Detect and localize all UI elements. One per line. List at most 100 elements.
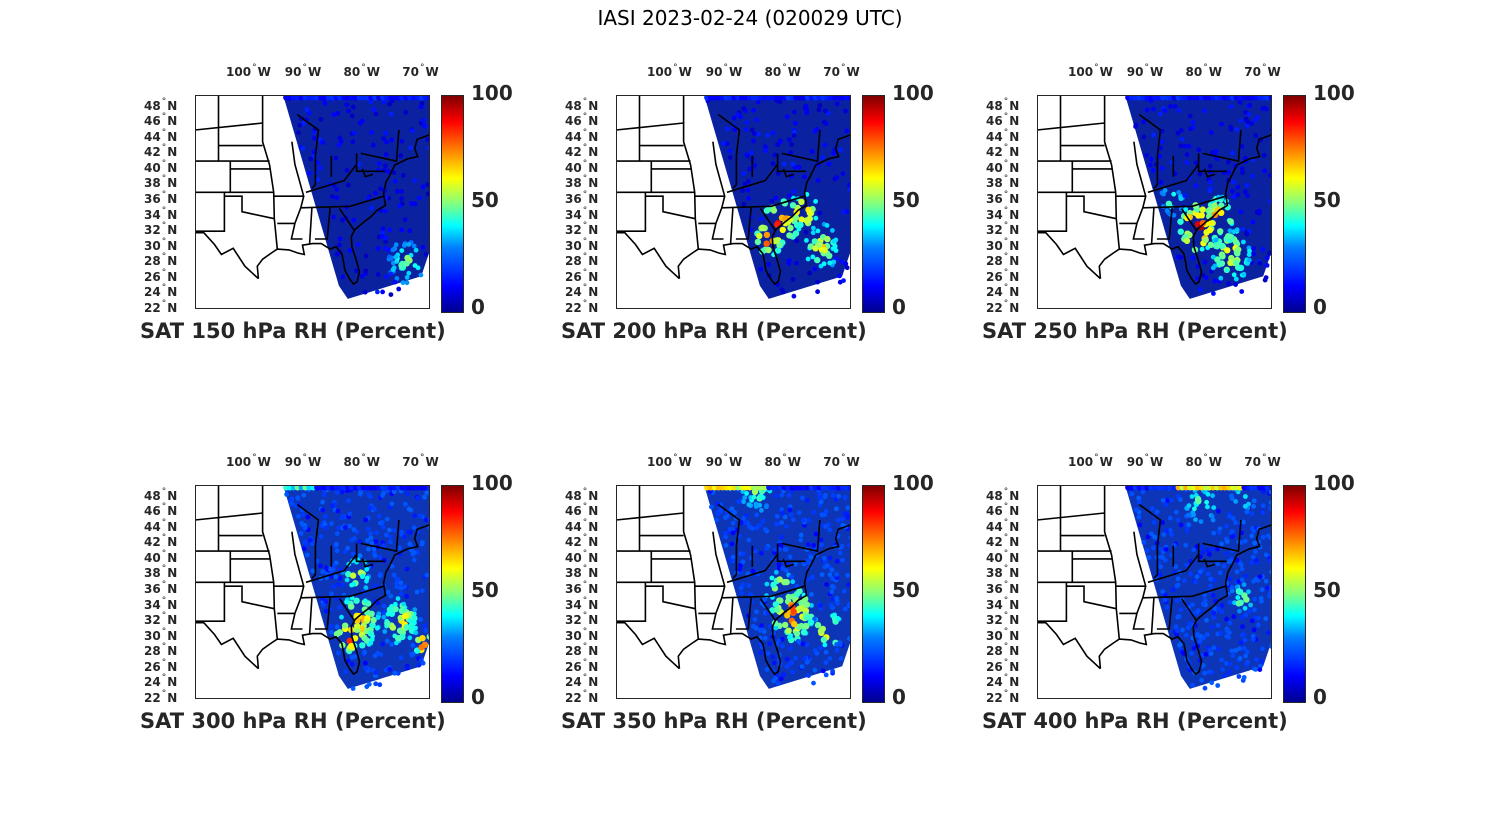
rh-point (334, 195, 340, 201)
lat-value: 42 (144, 145, 161, 160)
lat-hemisphere: N (167, 566, 178, 581)
colorbar-tick-mid: 50 (1313, 188, 1341, 212)
lon-value: 100 (647, 455, 673, 469)
rh-point (1150, 106, 1156, 112)
rh-point (747, 592, 753, 598)
rh-point (1190, 682, 1195, 688)
rh-point (345, 545, 351, 551)
lat-value: 48 (144, 98, 161, 113)
rh-point (755, 99, 761, 105)
rh-point (373, 681, 379, 687)
lon-value: 90 (705, 455, 723, 469)
rh-point (1259, 599, 1264, 604)
rh-point (800, 641, 806, 647)
rh-point (727, 148, 733, 154)
boundaries (1037, 485, 1272, 676)
rh-point (790, 517, 796, 523)
rh-point (329, 521, 334, 526)
rh-point (787, 193, 792, 198)
rh-point (807, 270, 812, 276)
rh-point (1141, 119, 1146, 125)
rh-point (422, 623, 428, 629)
rh-point (1250, 173, 1255, 179)
rh-point (845, 515, 851, 520)
rh-point (1235, 192, 1241, 198)
lat-hemisphere: N (1009, 675, 1020, 690)
rh-point (750, 623, 756, 629)
state-boundary (735, 207, 752, 240)
rh-point (845, 573, 851, 578)
rh-point (1245, 119, 1250, 125)
state-boundary (308, 597, 313, 634)
rh-point (368, 205, 374, 211)
rh-point (718, 509, 724, 515)
colorbar-tick-min: 0 (892, 685, 906, 709)
rh-point (737, 567, 743, 572)
rh-point (779, 520, 784, 525)
rh-point (787, 507, 793, 513)
rh-point (784, 656, 790, 662)
rh-point (375, 650, 380, 656)
rh-point (846, 636, 851, 641)
rh-point (1162, 597, 1168, 603)
rh-point (388, 271, 394, 277)
rh-point (753, 504, 759, 509)
lat-hemisphere: N (167, 550, 178, 565)
degree-sign: ° (161, 299, 167, 309)
rh-point (814, 621, 822, 629)
rh-point (1199, 677, 1204, 683)
rh-point (400, 280, 406, 286)
rh-point (796, 588, 803, 595)
rh-point (821, 261, 827, 267)
rh-point (340, 217, 345, 223)
rh-point (322, 514, 328, 520)
degree-sign: ° (673, 453, 678, 463)
lon-tick-label: 100°W (1068, 453, 1113, 469)
colorbar-tick-max: 100 (1313, 81, 1355, 105)
colorbar (1283, 95, 1306, 313)
rh-point (399, 196, 404, 202)
lat-value: 44 (986, 129, 1003, 144)
rh-point (1199, 206, 1206, 213)
rh-point (767, 624, 773, 629)
lat-tick-label: 38°N (986, 174, 1019, 190)
rh-point (375, 246, 381, 251)
rh-point (827, 572, 833, 578)
rh-point (1219, 541, 1224, 547)
rh-point (1187, 113, 1193, 119)
rh-point (1215, 561, 1221, 567)
rh-point (408, 622, 415, 630)
lat-tick-label: 26°N (565, 658, 598, 674)
rh-point (775, 171, 781, 176)
rh-point (374, 530, 380, 535)
rh-point (840, 557, 845, 563)
rh-point (334, 187, 340, 192)
lat-tick-label: 28°N (986, 252, 1019, 268)
lon-tick-label: 70°W (402, 63, 438, 79)
degree-sign: ° (1003, 252, 1009, 263)
lat-hemisphere: N (1009, 488, 1020, 503)
rh-point (1227, 514, 1233, 519)
rh-point (364, 615, 371, 622)
rh-point (1205, 571, 1211, 577)
rh-point (770, 207, 778, 214)
rh-point (387, 227, 393, 233)
rh-point (395, 635, 402, 642)
state-boundary (361, 558, 374, 568)
lat-value: 46 (565, 504, 582, 519)
lat-hemisphere: N (167, 285, 178, 300)
lat-hemisphere: N (167, 504, 178, 519)
rh-point (823, 524, 828, 529)
rh-point (376, 234, 382, 240)
rh-point (1136, 514, 1142, 520)
rh-point (1241, 645, 1247, 651)
rh-point (364, 575, 370, 581)
lon-hemisphere: W (1099, 455, 1113, 469)
rh-point (1209, 680, 1215, 686)
rh-point (1227, 669, 1232, 675)
rh-point (1170, 587, 1176, 592)
rh-point (334, 548, 340, 554)
rh-point (1230, 188, 1235, 194)
lat-tick-label: 28°N (565, 252, 598, 268)
rh-point (1161, 532, 1167, 537)
